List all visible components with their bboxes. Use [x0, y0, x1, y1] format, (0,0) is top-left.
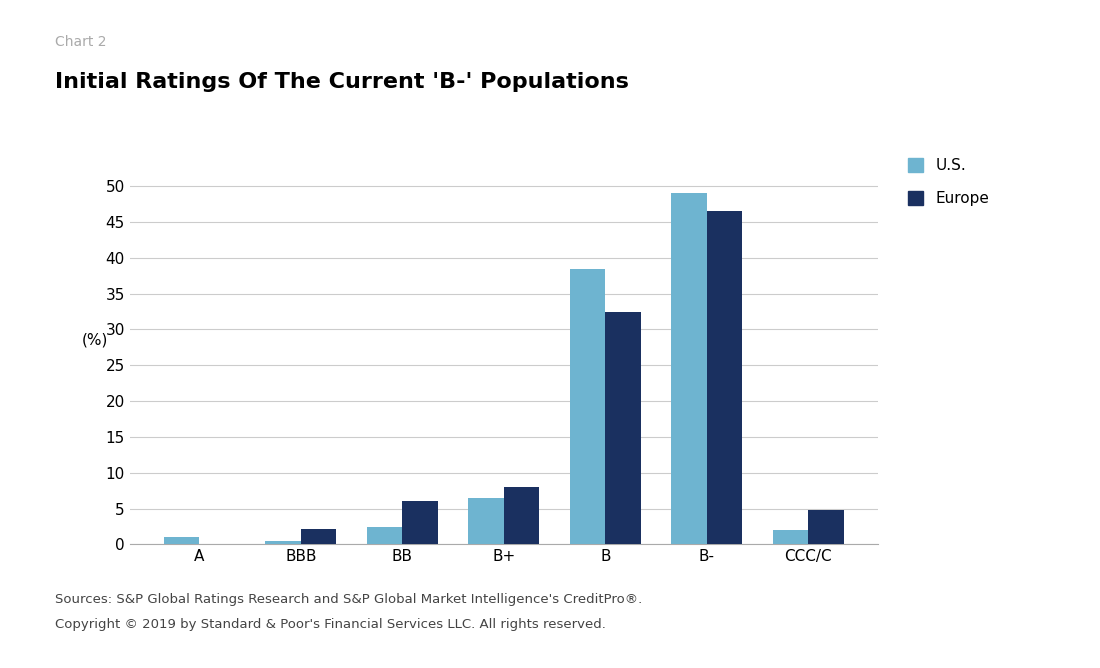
Bar	[671, 193, 707, 544]
Text: Copyright © 2019 by Standard & Poor's Financial Services LLC. All rights reserve: Copyright © 2019 by Standard & Poor's Fi…	[55, 618, 606, 631]
Bar	[707, 211, 743, 544]
Bar	[403, 502, 438, 544]
Bar	[504, 487, 539, 544]
Bar	[164, 537, 199, 544]
Y-axis label: (%): (%)	[81, 333, 108, 347]
Bar	[265, 541, 300, 544]
Text: Initial Ratings Of The Current 'B-' Populations: Initial Ratings Of The Current 'B-' Popu…	[55, 72, 629, 92]
Bar	[366, 526, 403, 544]
Bar	[570, 269, 605, 544]
Text: Chart 2: Chart 2	[55, 35, 107, 49]
Bar	[300, 528, 337, 544]
Legend: U.S., Europe: U.S., Europe	[908, 158, 989, 206]
Text: Sources: S&P Global Ratings Research and S&P Global Market Intelligence's Credit: Sources: S&P Global Ratings Research and…	[55, 593, 642, 606]
Bar	[808, 510, 844, 544]
Bar	[605, 311, 641, 544]
Bar	[469, 498, 504, 544]
Bar	[773, 530, 808, 544]
